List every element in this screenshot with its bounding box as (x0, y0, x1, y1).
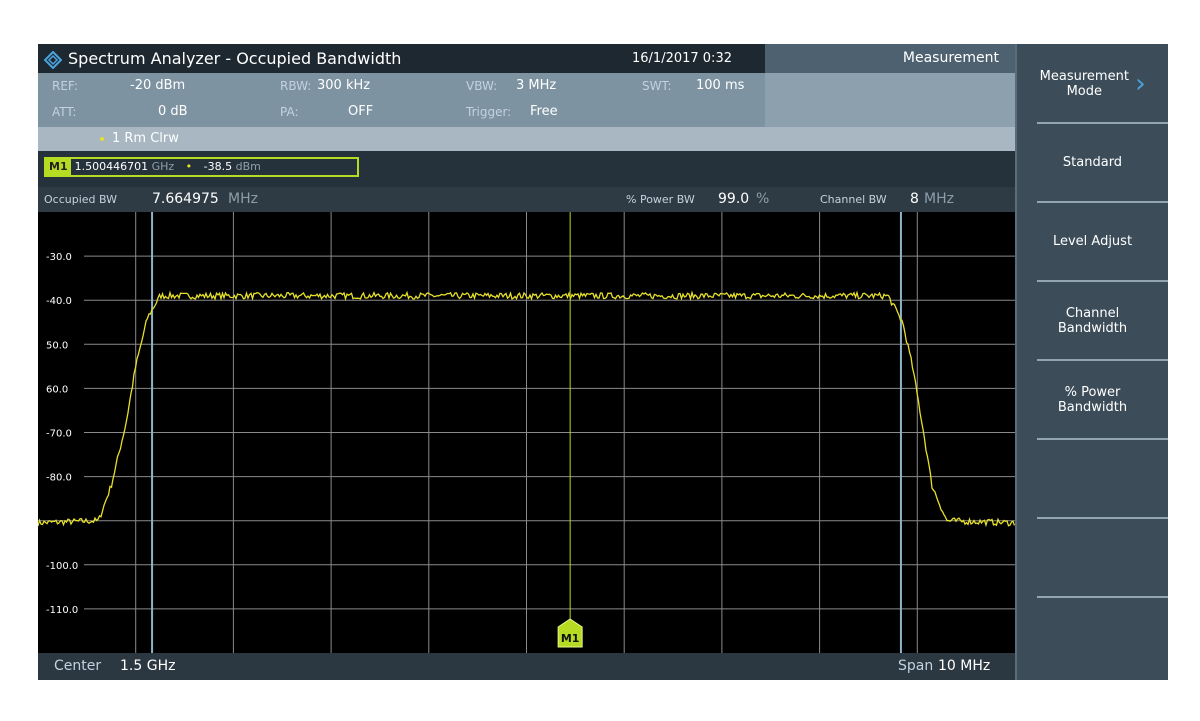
trigger-label: Trigger: (466, 105, 512, 119)
marker-level: -38.5 (203, 160, 233, 173)
softkey-label: Level Adjust (1052, 234, 1133, 249)
center-value[interactable]: 1.5 GHz (120, 658, 176, 674)
softkey-divider (1037, 359, 1168, 361)
softkey-level-adjust[interactable]: Level Adjust (1017, 202, 1168, 281)
trace-info[interactable]: 1 Rm Clrw (112, 131, 179, 146)
settings-panel: REF: -20 dBm ATT: 0 dB RBW: 300 kHz PA: … (38, 73, 765, 127)
spectrum-plot[interactable]: -30.0 -40.0 50.0 60.0 -70.0 -80.0 -100.0 -110.0… (37, 212, 1016, 653)
center-label: Center (54, 658, 102, 674)
softkey-divider (1037, 438, 1168, 440)
pa-label: PA: (280, 105, 299, 119)
rohde-schwarz-diamond-icon (43, 49, 63, 70)
pbw-unit: % (756, 191, 770, 207)
tick-label-bg (38, 248, 84, 265)
y-tick-label: 50.0 (46, 340, 68, 351)
ref-label: REF: (52, 79, 78, 93)
marker-frequency: 1.500446701 (74, 160, 149, 173)
swt-value[interactable]: 100 ms (696, 78, 745, 93)
y-tick-label: -40.0 (46, 296, 72, 307)
settings-panel-extension (765, 73, 1015, 127)
softkey-label: % Power Bandwidth (1057, 384, 1128, 415)
marker-bar: M1 1.500446701 GHz • -38.5 dBm (38, 151, 1015, 187)
y-tick-label: -30.0 (46, 252, 72, 263)
spectrum-trace (37, 290, 1016, 528)
cbw-unit: MHz (924, 191, 954, 207)
tick-label-bg (38, 468, 84, 485)
marker-tag: M1 (46, 159, 71, 175)
tick-label-bg (38, 380, 84, 397)
span-label: Span (898, 658, 934, 674)
tick-label-bg (38, 600, 84, 617)
softkey-empty-7[interactable] (1017, 597, 1168, 676)
cbw-value: 8 (910, 191, 919, 207)
att-label: ATT: (52, 105, 77, 119)
y-tick-label: -70.0 (46, 429, 72, 440)
measurement-panel-title: Measurement (765, 44, 1015, 73)
obw-label: Occupied BW (44, 193, 118, 206)
softkey-label: Standard (1062, 155, 1123, 170)
pbw-value: 99.0 (718, 191, 750, 207)
app-title: Spectrum Analyzer - Occupied Bandwidth (68, 49, 402, 68)
datetime: 16/1/2017 0:32 (632, 51, 732, 66)
softkey-divider (1037, 596, 1168, 598)
y-tick-label: -110.0 (46, 605, 78, 616)
softkey--power-bandwidth[interactable]: % Power Bandwidth (1017, 360, 1168, 439)
frequency-bar: Center 1.5 GHz Span 10 MHz (38, 653, 1015, 680)
rbw-label: RBW: (280, 79, 312, 93)
softkey-empty-5[interactable] (1017, 439, 1168, 518)
softkey-divider (1037, 517, 1168, 519)
softkey-label: Channel Bandwidth (1057, 305, 1128, 336)
softkey-panel: Measurement Mode › Standard Level Adjust Cha… (1015, 44, 1168, 680)
pbw-label: % Power BW (626, 193, 695, 206)
y-tick-label: 60.0 (46, 384, 68, 395)
spectrum-chart[interactable]: -30.0 -40.0 50.0 60.0 -70.0 -80.0 -100.0 -110.0… (37, 212, 1016, 653)
span-value[interactable]: 10 MHz (938, 658, 991, 674)
marker-flag-label: M1 (561, 632, 580, 645)
y-tick-label: -80.0 (46, 473, 72, 484)
marker-frequency-unit: GHz (151, 160, 175, 173)
tick-label-bg (38, 292, 84, 309)
rbw-value[interactable]: 300 kHz (317, 78, 371, 93)
marker-readout[interactable]: M1 1.500446701 GHz • -38.5 dBm (44, 157, 359, 177)
marker-flag-icon (557, 618, 583, 648)
pa-value[interactable]: OFF (348, 104, 374, 119)
softkey-divider (1037, 280, 1168, 282)
ref-value[interactable]: -20 dBm (130, 78, 186, 93)
softkey-label: Measurement Mode (1039, 68, 1129, 99)
chevron-right-icon: › (1135, 68, 1146, 99)
vbw-label: VBW: (466, 79, 498, 93)
att-value[interactable]: 0 dB (158, 104, 188, 119)
y-tick-label: -100.0 (46, 561, 78, 572)
trace-info-bar: 1 Rm Clrw (38, 127, 1015, 151)
softkey-divider (1037, 122, 1168, 124)
softkey-measurement-mode[interactable]: Measurement Mode › (1017, 44, 1168, 123)
tick-label-bg (38, 556, 84, 573)
softkey-channel-bandwidth[interactable]: Channel Bandwidth (1017, 281, 1168, 360)
softkey-divider (1037, 201, 1168, 203)
obw-value: 7.664975 (152, 191, 219, 207)
swt-label: SWT: (642, 79, 672, 93)
results-bar: Occupied BW 7.664975 MHz % Power BW 99.0… (38, 187, 1015, 212)
tick-label-bg (38, 424, 84, 441)
trace-dot-icon (100, 137, 104, 141)
marker-level-unit: dBm (235, 160, 261, 173)
title-bar: Spectrum Analyzer - Occupied Bandwidth 1… (38, 44, 765, 73)
softkey-empty-6[interactable] (1017, 518, 1168, 597)
obw-unit: MHz (228, 191, 258, 207)
softkey-standard[interactable]: Standard (1017, 123, 1168, 202)
tick-label-bg (38, 336, 84, 353)
trigger-value[interactable]: Free (530, 104, 558, 119)
vbw-value[interactable]: 3 MHz (516, 78, 557, 93)
cbw-label: Channel BW (820, 193, 887, 206)
analyzer-screen: Spectrum Analyzer - Occupied Bandwidth 1… (37, 44, 1168, 680)
